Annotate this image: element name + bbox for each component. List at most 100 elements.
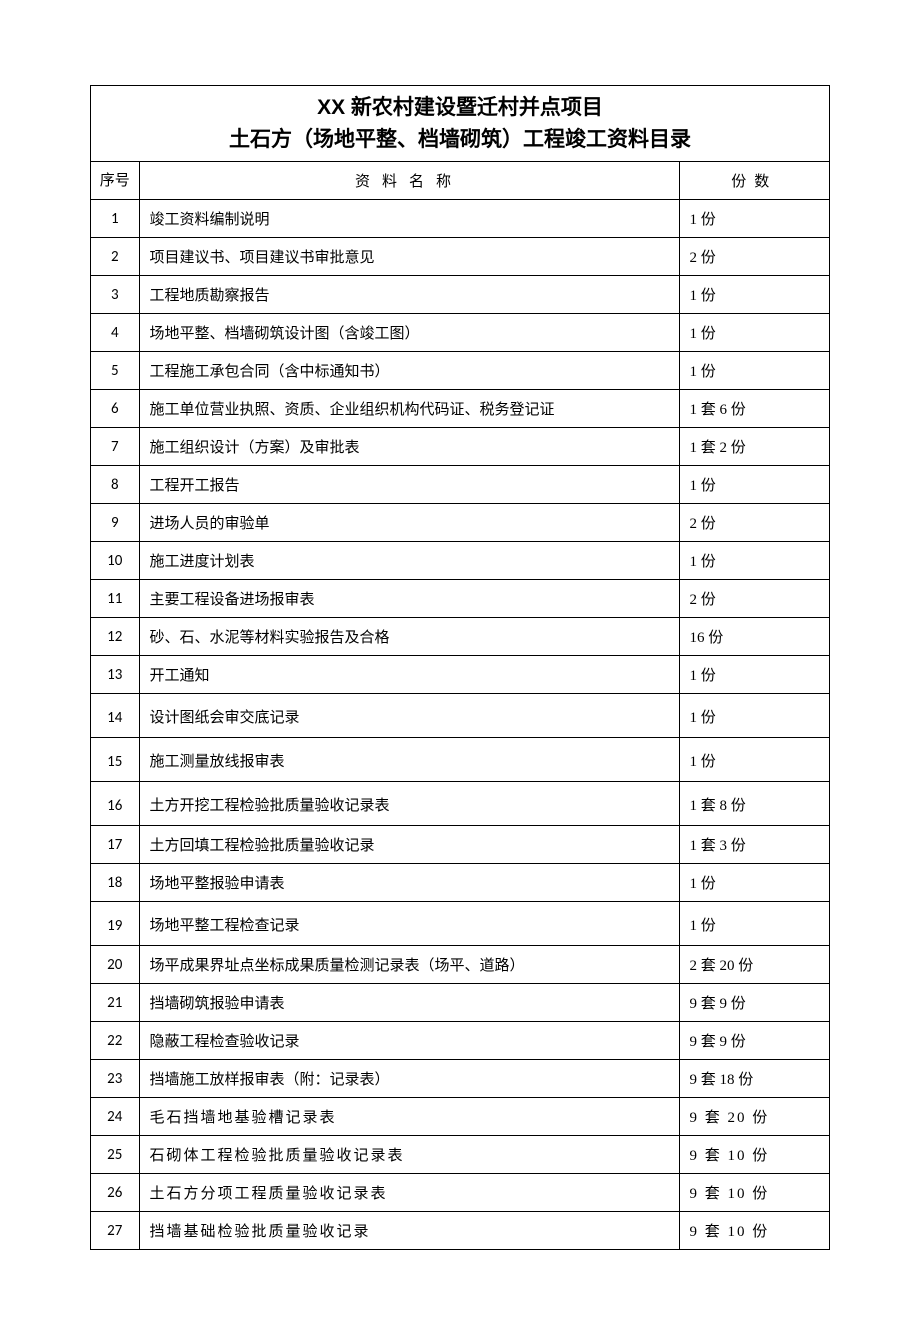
catalog-table: 序号 资料名称 份数 1竣工资料编制说明1 份2项目建议书、项目建议书审批意见2… [91,162,829,1249]
cell-qty: 1 套 3 份 [679,826,829,864]
cell-qty: 1 份 [679,864,829,902]
cell-qty: 9 套 10 份 [679,1212,829,1250]
table-row: 15施工测量放线报审表1 份 [91,738,829,782]
header-name: 资料名称 [139,162,679,200]
cell-seq: 3 [91,276,139,314]
table-row: 10施工进度计划表1 份 [91,542,829,580]
cell-name: 竣工资料编制说明 [139,200,679,238]
cell-qty: 9 套 20 份 [679,1098,829,1136]
cell-seq: 5 [91,352,139,390]
cell-qty: 1 份 [679,466,829,504]
table-row: 27挡墙基础检验批质量验收记录9 套 10 份 [91,1212,829,1250]
cell-name: 挡墙砌筑报验申请表 [139,984,679,1022]
cell-seq: 14 [91,694,139,738]
table-row: 7施工组织设计（方案）及审批表1 套 2 份 [91,428,829,466]
cell-qty: 1 份 [679,314,829,352]
table-row: 4场地平整、档墙砌筑设计图（含竣工图）1 份 [91,314,829,352]
cell-name: 隐蔽工程检查验收记录 [139,1022,679,1060]
cell-name: 开工通知 [139,656,679,694]
cell-qty: 2 份 [679,504,829,542]
table-row: 19场地平整工程检查记录1 份 [91,902,829,946]
cell-qty: 9 套 9 份 [679,984,829,1022]
cell-name: 设计图纸会审交底记录 [139,694,679,738]
cell-qty: 1 套 6 份 [679,390,829,428]
cell-seq: 17 [91,826,139,864]
title-line2: 土石方（场地平整、档墙砌筑）工程竣工资料目录 [101,124,819,156]
cell-name: 土方开挖工程检验批质量验收记录表 [139,782,679,826]
cell-seq: 8 [91,466,139,504]
table-row: 22隐蔽工程检查验收记录9 套 9 份 [91,1022,829,1060]
cell-qty: 16 份 [679,618,829,656]
table-row: 11主要工程设备进场报审表2 份 [91,580,829,618]
cell-qty: 2 份 [679,238,829,276]
cell-name: 挡墙基础检验批质量验收记录 [139,1212,679,1250]
header-qty: 份数 [679,162,829,200]
cell-seq: 15 [91,738,139,782]
cell-qty: 1 份 [679,200,829,238]
title-line1: XX 新农村建设暨迁村并点项目 [101,92,819,124]
table-row: 6施工单位营业执照、资质、企业组织机构代码证、税务登记证1 套 6 份 [91,390,829,428]
cell-name: 工程地质勘察报告 [139,276,679,314]
cell-name: 施工测量放线报审表 [139,738,679,782]
cell-seq: 10 [91,542,139,580]
cell-name: 施工单位营业执照、资质、企业组织机构代码证、税务登记证 [139,390,679,428]
cell-seq: 2 [91,238,139,276]
table-row: 1竣工资料编制说明1 份 [91,200,829,238]
header-row: 序号 资料名称 份数 [91,162,829,200]
cell-qty: 2 套 20 份 [679,946,829,984]
cell-name: 挡墙施工放样报审表（附：记录表） [139,1060,679,1098]
cell-name: 场平成果界址点坐标成果质量检测记录表（场平、道路） [139,946,679,984]
header-seq: 序号 [91,162,139,200]
cell-name: 场地平整、档墙砌筑设计图（含竣工图） [139,314,679,352]
cell-seq: 7 [91,428,139,466]
cell-name: 施工组织设计（方案）及审批表 [139,428,679,466]
cell-name: 土石方分项工程质量验收记录表 [139,1174,679,1212]
cell-seq: 20 [91,946,139,984]
cell-qty: 1 套 8 份 [679,782,829,826]
cell-seq: 18 [91,864,139,902]
cell-seq: 24 [91,1098,139,1136]
cell-qty: 9 套 18 份 [679,1060,829,1098]
cell-seq: 12 [91,618,139,656]
cell-qty: 2 份 [679,580,829,618]
document-table-container: XX 新农村建设暨迁村并点项目 土石方（场地平整、档墙砌筑）工程竣工资料目录 序… [90,85,830,1250]
cell-qty: 9 套 9 份 [679,1022,829,1060]
cell-qty: 1 份 [679,352,829,390]
cell-qty: 1 份 [679,902,829,946]
cell-seq: 21 [91,984,139,1022]
cell-name: 场地平整报验申请表 [139,864,679,902]
cell-qty: 9 套 10 份 [679,1174,829,1212]
table-row: 2项目建议书、项目建议书审批意见2 份 [91,238,829,276]
cell-name: 工程施工承包合同（含中标通知书） [139,352,679,390]
table-body: 1竣工资料编制说明1 份2项目建议书、项目建议书审批意见2 份3工程地质勘察报告… [91,200,829,1250]
cell-name: 场地平整工程检查记录 [139,902,679,946]
table-row: 24毛石挡墙地基验槽记录表9 套 20 份 [91,1098,829,1136]
cell-seq: 11 [91,580,139,618]
cell-name: 砂、石、水泥等材料实验报告及合格 [139,618,679,656]
cell-seq: 23 [91,1060,139,1098]
cell-qty: 1 份 [679,276,829,314]
cell-seq: 22 [91,1022,139,1060]
cell-qty: 1 份 [679,542,829,580]
cell-seq: 16 [91,782,139,826]
table-row: 16土方开挖工程检验批质量验收记录表1 套 8 份 [91,782,829,826]
table-row: 3工程地质勘察报告1 份 [91,276,829,314]
table-row: 18场地平整报验申请表1 份 [91,864,829,902]
table-row: 14设计图纸会审交底记录1 份 [91,694,829,738]
cell-seq: 19 [91,902,139,946]
cell-name: 毛石挡墙地基验槽记录表 [139,1098,679,1136]
cell-name: 石砌体工程检验批质量验收记录表 [139,1136,679,1174]
cell-seq: 6 [91,390,139,428]
cell-name: 施工进度计划表 [139,542,679,580]
table-row: 23挡墙施工放样报审表（附：记录表）9 套 18 份 [91,1060,829,1098]
title-row: XX 新农村建设暨迁村并点项目 土石方（场地平整、档墙砌筑）工程竣工资料目录 [91,86,829,162]
cell-seq: 13 [91,656,139,694]
table-row: 9进场人员的审验单2 份 [91,504,829,542]
cell-seq: 1 [91,200,139,238]
cell-seq: 9 [91,504,139,542]
table-row: 25石砌体工程检验批质量验收记录表9 套 10 份 [91,1136,829,1174]
cell-name: 项目建议书、项目建议书审批意见 [139,238,679,276]
cell-qty: 1 份 [679,738,829,782]
table-row: 5工程施工承包合同（含中标通知书）1 份 [91,352,829,390]
table-row: 12砂、石、水泥等材料实验报告及合格16 份 [91,618,829,656]
